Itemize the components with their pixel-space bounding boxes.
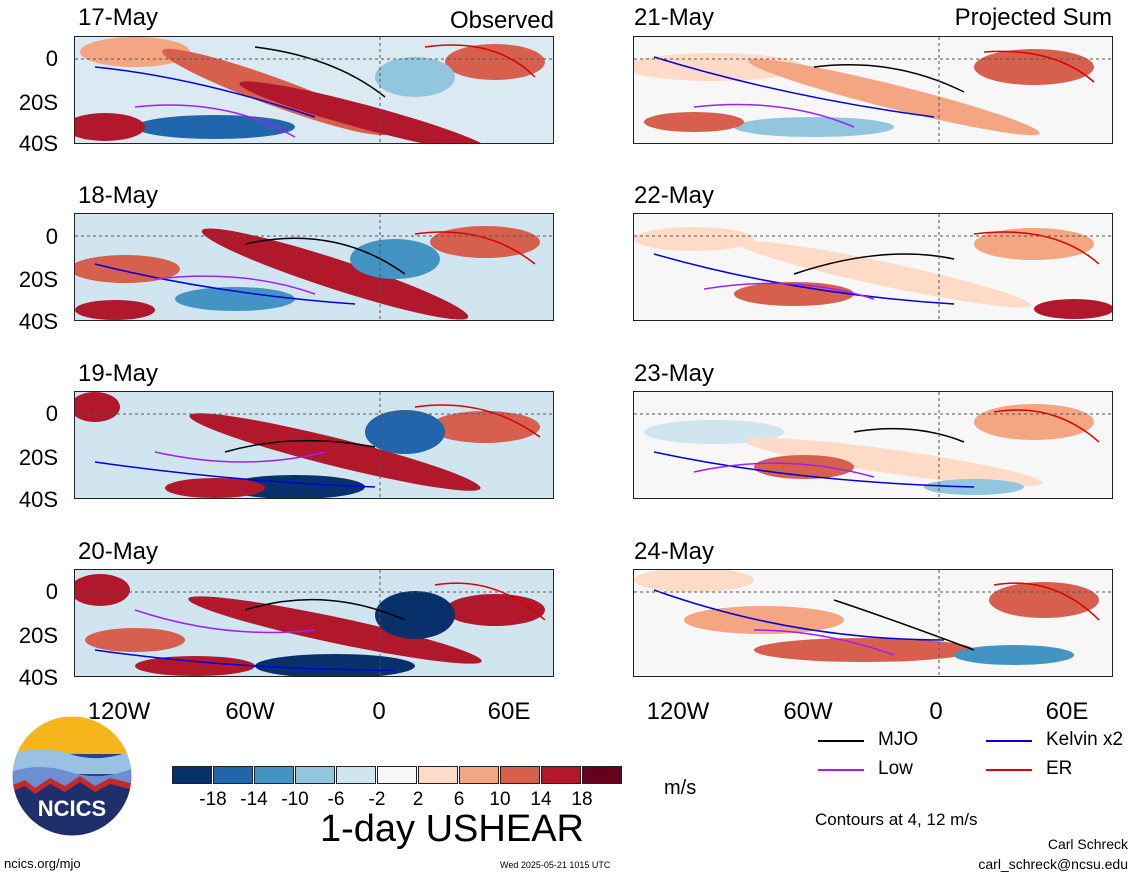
legend-swatch-kelvin bbox=[986, 740, 1032, 742]
legend-label-kelvin: Kelvin x2 bbox=[1046, 729, 1124, 750]
colorbar-units: m/s bbox=[664, 777, 697, 799]
panel-date: 20-May bbox=[78, 538, 159, 565]
footer-url[interactable]: ncics.org/mjo bbox=[4, 856, 81, 871]
map-field bbox=[74, 391, 554, 499]
ncics-logo: NCICS bbox=[10, 714, 134, 838]
legend-swatch-low bbox=[818, 769, 864, 771]
logo-text: NCICS bbox=[37, 796, 107, 821]
main-title: 1-day USHEAR bbox=[320, 808, 584, 850]
colorbar-box bbox=[295, 766, 335, 784]
map-field bbox=[633, 569, 1113, 677]
colorbar-box bbox=[254, 766, 294, 784]
colorbar-box bbox=[582, 766, 622, 784]
panel-date: 21-May bbox=[634, 4, 715, 31]
colorbar-tick: -2 bbox=[368, 789, 386, 810]
y-tick: 40S bbox=[18, 131, 58, 156]
y-tick: 0 bbox=[45, 46, 58, 71]
colorbar-tick: -10 bbox=[281, 789, 309, 810]
panel-corner-label: Projected Sum bbox=[954, 4, 1112, 31]
y-tick: 0 bbox=[45, 224, 58, 249]
shear-field-map bbox=[634, 392, 1112, 498]
colorbar-box bbox=[500, 766, 540, 784]
colorbar-tick: 6 bbox=[453, 789, 465, 810]
x-tick: 0 bbox=[372, 698, 386, 725]
colorbar-tick: 18 bbox=[571, 789, 593, 810]
footer-email[interactable]: carl_schreck@ncsu.edu bbox=[978, 856, 1128, 872]
shear-field-map bbox=[75, 214, 553, 320]
colorbar-box bbox=[172, 766, 212, 784]
y-tick: 0 bbox=[45, 401, 58, 426]
colorbar-tick: 14 bbox=[530, 789, 552, 810]
map-field bbox=[633, 213, 1113, 321]
colorbar-tick: -6 bbox=[327, 789, 345, 810]
map-field bbox=[74, 36, 554, 144]
colorbar-box bbox=[377, 766, 417, 784]
colorbar-tick: -18 bbox=[199, 789, 227, 810]
y-tick: 20S bbox=[18, 90, 58, 115]
shear-field-map bbox=[75, 392, 553, 498]
shear-field-map bbox=[75, 570, 553, 676]
colorbar-box bbox=[541, 766, 581, 784]
x-tick: 60E bbox=[1045, 698, 1089, 725]
panel-date: 22-May bbox=[634, 182, 715, 209]
footer-timestamp: Wed 2025-05-21 1015 UTC bbox=[500, 860, 611, 870]
map-field bbox=[74, 569, 554, 677]
y-tick: 40S bbox=[18, 309, 58, 334]
colorbar-box bbox=[336, 766, 376, 784]
shear-field-map bbox=[634, 214, 1112, 320]
panel-date: 23-May bbox=[634, 360, 715, 387]
colorbar-tick: 2 bbox=[412, 789, 424, 810]
x-tick: 120W bbox=[87, 698, 151, 725]
y-tick: 20S bbox=[18, 445, 58, 470]
y-tick: 20S bbox=[18, 267, 58, 292]
y-tick: 40S bbox=[18, 487, 58, 512]
contour-note: Contours at 4, 12 m/s bbox=[815, 810, 978, 829]
panel-corner-label: Observed bbox=[449, 7, 554, 34]
map-field bbox=[633, 391, 1113, 499]
map-field bbox=[74, 213, 554, 321]
shear-field-map bbox=[634, 37, 1112, 143]
colorbar-box bbox=[213, 766, 253, 784]
panel-date: 19-May bbox=[78, 360, 159, 387]
map-field bbox=[633, 36, 1113, 144]
footer-author: Carl Schreck bbox=[1047, 836, 1128, 852]
colorbar-tick: 10 bbox=[489, 789, 511, 810]
x-tick: 0 bbox=[929, 698, 943, 725]
legend-label-low: Low bbox=[878, 758, 913, 779]
shear-field-map bbox=[75, 37, 553, 143]
x-tick: 60W bbox=[225, 698, 275, 725]
legend-label-mjo: MJO bbox=[878, 729, 919, 750]
shear-field-map bbox=[634, 570, 1112, 676]
colorbar-box bbox=[459, 766, 499, 784]
y-tick: 0 bbox=[45, 579, 58, 604]
colorbar-tick: -14 bbox=[240, 789, 268, 810]
panel-date: 18-May bbox=[78, 182, 159, 209]
panel-date: 17-May bbox=[78, 4, 159, 31]
legend-swatch-er bbox=[986, 769, 1032, 771]
x-tick: 60E bbox=[487, 698, 531, 725]
y-tick: 40S bbox=[18, 665, 58, 690]
x-tick: 60W bbox=[783, 698, 833, 725]
y-tick: 20S bbox=[18, 623, 58, 648]
x-tick: 120W bbox=[646, 698, 710, 725]
legend-label-er: ER bbox=[1046, 758, 1073, 779]
panel-date: 24-May bbox=[634, 538, 715, 565]
colorbar-box bbox=[418, 766, 458, 784]
legend-swatch-mjo bbox=[818, 740, 864, 742]
